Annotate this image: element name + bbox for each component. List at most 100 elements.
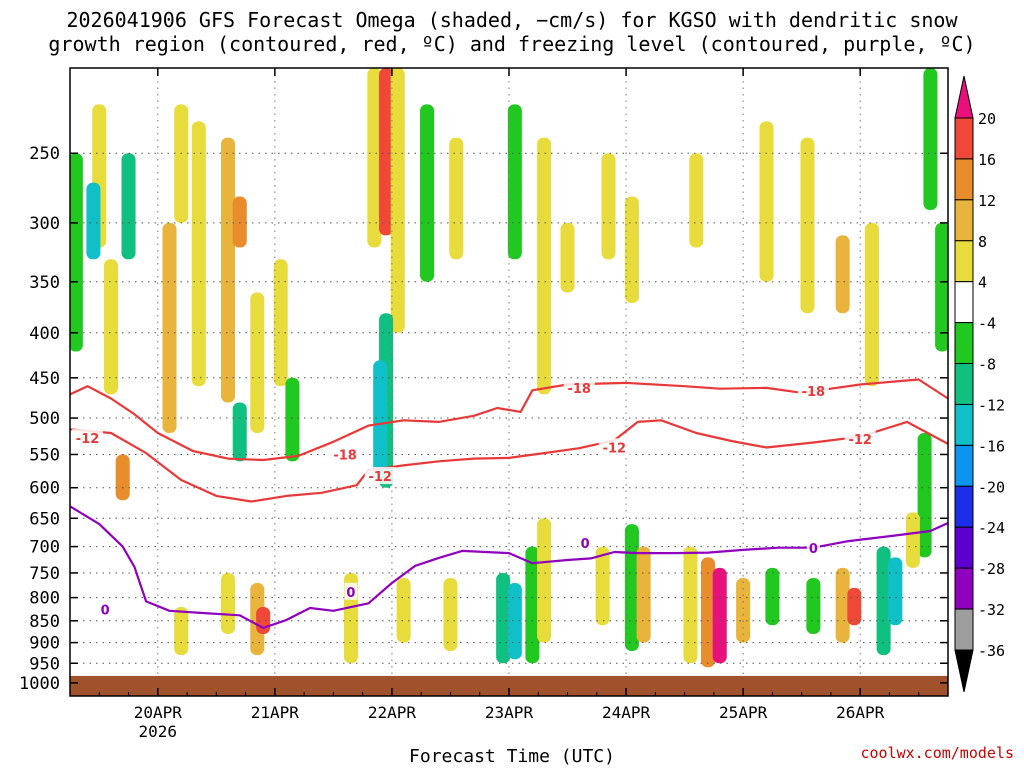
colorbar-box [954, 567, 974, 610]
contour-line [70, 378, 948, 462]
contour-label-bg [364, 467, 396, 485]
omega-cell [70, 153, 83, 352]
contour-label-bg [806, 539, 820, 557]
colorbar-box [954, 363, 974, 405]
contour-label-bg [72, 429, 104, 447]
omega-cell [712, 567, 727, 664]
omega-cell [103, 259, 118, 395]
omega-cell [256, 607, 271, 635]
contour-line [70, 419, 948, 503]
omega-cell [420, 104, 435, 282]
credit-text: coolwx.com/models [860, 744, 1014, 762]
x-axis-label: Forecast Time (UTC) [409, 746, 615, 767]
x-tick-label: 23APR [485, 703, 534, 722]
contour-label-bg [598, 438, 630, 456]
contour-label: 0 [809, 542, 818, 557]
colorbar-legend: 20 16 12 8 4 -4 -8 -12 -16 -20 -24 -28 -32 -36 [954, 75, 1005, 693]
contour-label: -12 [368, 470, 392, 485]
omega-cell [765, 567, 780, 626]
contour-label: -18 [567, 382, 591, 397]
colorbar-label: 8 [978, 233, 987, 251]
omega-cell [285, 377, 300, 462]
contour-label-bg [563, 378, 595, 396]
omega-cell [86, 182, 101, 260]
y-tick-label: 400 [29, 324, 60, 344]
colorbar-bottom-arrow [954, 649, 974, 693]
colorbar-label: -4 [978, 315, 996, 333]
omega-cell [624, 524, 639, 652]
contour-label-bg [844, 429, 876, 447]
colorbar-box [954, 444, 974, 487]
omega-cell [624, 196, 639, 304]
omega-cell [601, 153, 616, 260]
x-tick-label: 25APR [719, 703, 768, 722]
omega-cell [443, 578, 458, 652]
omega-cell [847, 587, 862, 626]
omega-cell [273, 259, 288, 387]
contour-label-bg [98, 600, 112, 618]
y-tick-label: 800 [29, 589, 60, 609]
omega-cell [221, 137, 236, 403]
omega-cell [191, 121, 206, 387]
colorbar-box [954, 485, 974, 528]
y-tick-label: 850 [29, 612, 60, 632]
contour-label: 0 [101, 603, 110, 618]
contour-lines [70, 378, 948, 630]
chart-title-line-2: growth region (contoured, red, ºC) and f… [48, 32, 976, 56]
colorbar-box [954, 608, 974, 651]
omega-cell [700, 557, 716, 668]
y-tick-label: 650 [29, 509, 60, 529]
contour-line [70, 505, 948, 630]
omega-cell [174, 607, 189, 656]
omega-cell [379, 68, 394, 236]
y-axis: 2503003504004505005506006507007508008509… [19, 144, 948, 694]
ground-layer [70, 675, 948, 696]
ground-band [70, 675, 948, 696]
omega-cell [636, 546, 651, 643]
y-tick-label: 700 [29, 538, 60, 558]
y-tick-label: 900 [29, 634, 60, 654]
contour-label: -18 [802, 385, 826, 400]
colorbar-label: 20 [978, 110, 996, 128]
y-tick-label: 450 [29, 369, 60, 389]
x-tick-sublabel: 2026 [139, 722, 178, 741]
colorbar-box [954, 199, 974, 242]
omega-cell [923, 68, 938, 210]
colorbar-label: -28 [978, 560, 1005, 578]
omega-cell [367, 68, 382, 248]
omega-cell [449, 137, 464, 260]
colorbar-box [954, 281, 974, 324]
colorbar-box [954, 322, 974, 365]
contour-label-bg [797, 382, 829, 400]
colorbar-label: -32 [978, 601, 1005, 619]
y-tick-label: 350 [29, 273, 60, 293]
x-tick-label: 20APR [134, 703, 183, 722]
omega-cell [595, 546, 610, 626]
contour-label: -12 [848, 433, 872, 448]
contour-label-bg [329, 445, 361, 463]
colorbar-box [954, 117, 974, 160]
omega-cell [876, 546, 891, 656]
omega-cell [835, 567, 850, 643]
x-tick-label: 26APR [836, 703, 885, 722]
omega-cell [390, 68, 405, 333]
omega-cell [806, 578, 821, 635]
omega-cell [560, 222, 575, 293]
y-tick-label: 750 [29, 564, 60, 584]
colorbar-box [954, 403, 974, 446]
contour-label-bg [578, 533, 592, 551]
omega-cell [800, 137, 815, 314]
omega-shading [70, 68, 948, 668]
omega-cell [537, 518, 552, 643]
colorbar-box [954, 158, 974, 201]
contour-label: 0 [346, 586, 355, 601]
y-tick-label: 550 [29, 445, 60, 465]
colorbar-label: 16 [978, 151, 996, 169]
colorbar-label: -20 [978, 478, 1005, 496]
colorbar-label: 4 [978, 274, 987, 292]
omega-cell [162, 222, 177, 434]
omega-cell [736, 578, 751, 643]
x-tick-label: 22APR [368, 703, 417, 722]
y-tick-label: 250 [29, 144, 60, 164]
